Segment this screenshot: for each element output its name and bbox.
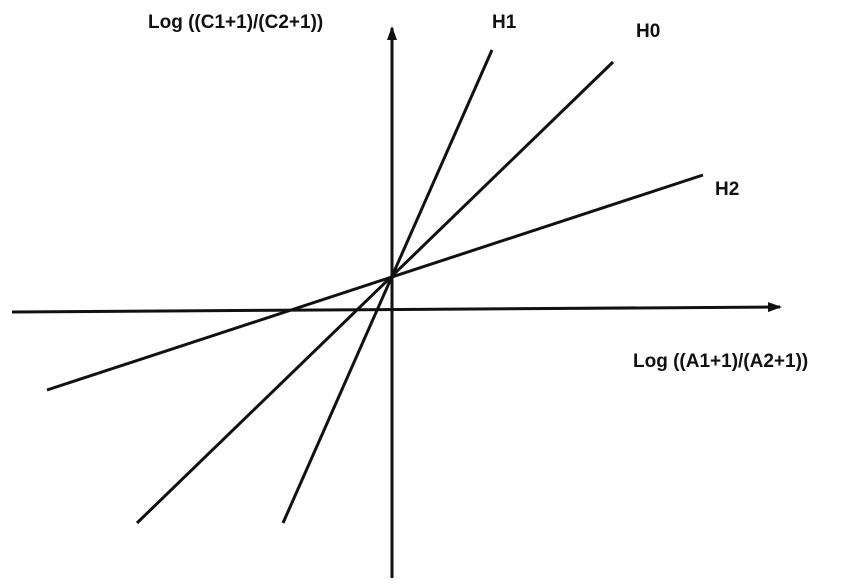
label-h1: H1 [492,12,517,33]
line-h1 [281,49,494,524]
x-axis-label: Log ((A1+1)/(A2+1)) [633,351,808,372]
line-h2 [46,173,704,392]
label-h2: H2 [715,179,739,200]
y-axis-label: Log ((C1+1)/(C2+1)) [148,12,323,33]
x-axis [11,302,782,314]
line-h0 [135,60,615,525]
label-h0: H0 [636,21,660,42]
